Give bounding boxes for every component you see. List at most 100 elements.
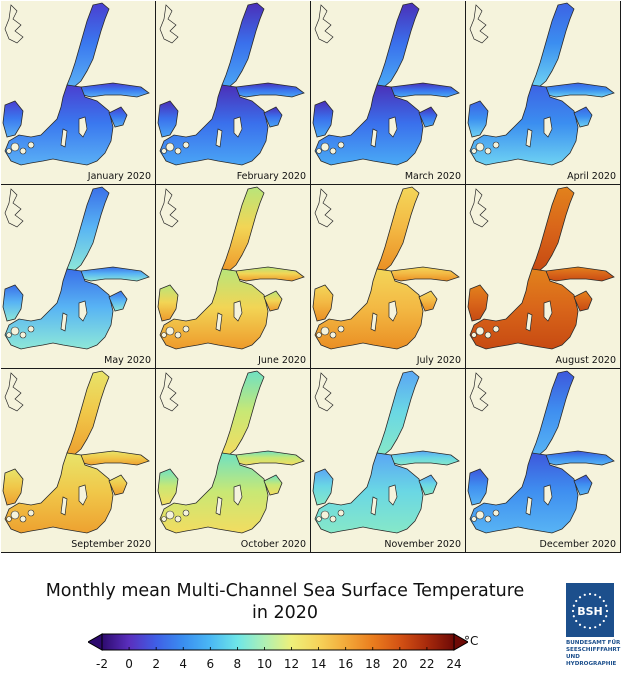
month-label: September 2020 <box>71 539 151 550</box>
logo-star <box>605 604 608 607</box>
sea-surface-temperature-field <box>157 186 305 350</box>
colorbar-tick-label: 0 <box>125 657 133 671</box>
islands <box>6 116 88 155</box>
norway-coastline <box>4 372 24 412</box>
islands <box>316 300 398 339</box>
islands <box>161 116 243 155</box>
sea-surface-temperature-field <box>2 186 150 350</box>
colorbar-tick-label: 8 <box>233 657 242 671</box>
islands <box>316 116 398 155</box>
map-panel: October 2020 <box>156 369 310 552</box>
sea-surface-temperature-field <box>157 2 305 166</box>
map-panel: August 2020 <box>466 185 620 368</box>
norway-coastline <box>314 188 334 228</box>
islands <box>316 484 398 523</box>
logo-star <box>578 623 582 626</box>
norway-coastline <box>159 372 179 412</box>
map-panel: March 2020 <box>311 1 465 184</box>
sea-surface-temperature-field <box>157 370 305 534</box>
baltic-map <box>312 2 460 166</box>
map-panel: February 2020 <box>156 1 310 184</box>
baltic-map <box>312 370 460 534</box>
norway-coastline <box>4 188 24 228</box>
norway-coastline <box>4 4 24 44</box>
logo-line: SEESCHIFFFAHRT <box>566 647 621 653</box>
baltic-map <box>467 186 615 350</box>
map-grid: January 2020 February 2020 March 2020 April… <box>1 1 621 553</box>
logo-star <box>598 596 602 599</box>
logo-star <box>571 609 575 613</box>
map-panel: April 2020 <box>466 1 620 184</box>
month-label: August 2020 <box>555 355 616 366</box>
baltic-map <box>157 186 305 350</box>
month-label: December 2020 <box>539 539 616 550</box>
colorbar-tick-label: 24 <box>446 657 462 671</box>
colorbar-max-extend <box>453 633 468 651</box>
bsh-logo-mark: BSH <box>571 592 609 630</box>
sea-surface-temperature-field <box>2 370 150 534</box>
map-panel: December 2020 <box>466 369 620 552</box>
logo-star <box>572 604 575 607</box>
norway-coastline <box>469 188 489 228</box>
map-panel: January 2020 <box>1 1 155 184</box>
month-label: July 2020 <box>416 355 461 366</box>
baltic-map <box>2 370 150 534</box>
colorbar-min-extend <box>88 633 103 651</box>
logo-line: UND <box>566 654 580 660</box>
logo-star <box>583 626 586 629</box>
colorbar-tick-label: 4 <box>179 657 188 671</box>
islands <box>471 300 553 339</box>
baltic-map <box>467 2 615 166</box>
title-line-2: in 2020 <box>251 603 319 623</box>
month-label: May 2020 <box>104 355 151 366</box>
sea-surface-temperature-field <box>312 186 460 350</box>
month-label: April 2020 <box>567 171 616 182</box>
logo-star <box>575 619 578 623</box>
colorbar-tick-label: 18 <box>365 657 381 671</box>
sea-surface-temperature-field <box>467 370 615 534</box>
logo-star <box>602 599 605 603</box>
islands <box>6 300 88 339</box>
logo-star <box>594 593 597 596</box>
colorbar-tick-label: 22 <box>419 657 435 671</box>
colorbar-tick-label: 16 <box>338 657 354 671</box>
baltic-map <box>467 370 615 534</box>
logo-star <box>598 623 602 626</box>
baltic-map <box>157 2 305 166</box>
svg-text:BSH: BSH <box>577 605 603 618</box>
sea-surface-temperature-field <box>312 2 460 166</box>
sea-surface-temperature-field <box>467 186 615 350</box>
colorbar-tick-label: 2 <box>152 657 160 671</box>
baltic-map <box>157 370 305 534</box>
bsh-logo: BSH <box>566 583 614 637</box>
map-panel: September 2020 <box>1 369 155 552</box>
sea-surface-temperature-field <box>467 2 615 166</box>
baltic-map <box>312 186 460 350</box>
islands <box>471 116 553 155</box>
islands <box>6 484 88 523</box>
logo-line: BUNDESAMT FÜR <box>566 640 621 646</box>
logo-star <box>578 596 582 599</box>
map-panel: July 2020 <box>311 185 465 368</box>
logo-star <box>588 626 592 630</box>
logo-star <box>588 592 592 596</box>
baltic-map <box>2 186 150 350</box>
title-line-1: Monthly mean Multi-Channel Sea Surface T… <box>45 581 525 601</box>
logo-star <box>602 619 605 623</box>
norway-coastline <box>469 372 489 412</box>
colorbar-tick-label: 10 <box>256 657 273 671</box>
logo-star <box>572 615 575 618</box>
sea-surface-temperature-field <box>312 370 460 534</box>
figure-title: Monthly mean Multi-Channel Sea Surface T… <box>0 580 570 624</box>
month-label: November 2020 <box>384 539 461 550</box>
colorbar-tick-label: 12 <box>283 657 300 671</box>
map-panel: May 2020 <box>1 185 155 368</box>
month-label: February 2020 <box>236 171 306 182</box>
norway-coastline <box>159 4 179 44</box>
month-label: June 2020 <box>258 355 306 366</box>
colorbar-tick-label: 20 <box>392 657 408 671</box>
norway-coastline <box>469 4 489 44</box>
colorbar <box>88 630 468 654</box>
colorbar-svg <box>88 633 468 651</box>
baltic-map <box>2 2 150 166</box>
